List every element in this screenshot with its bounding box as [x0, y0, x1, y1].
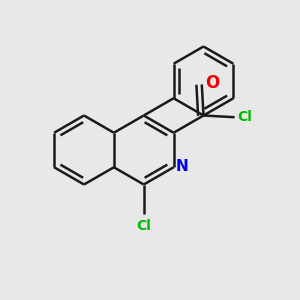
Text: Cl: Cl [136, 219, 151, 233]
Text: Cl: Cl [237, 110, 252, 124]
Text: O: O [206, 74, 220, 92]
Text: N: N [176, 159, 189, 174]
